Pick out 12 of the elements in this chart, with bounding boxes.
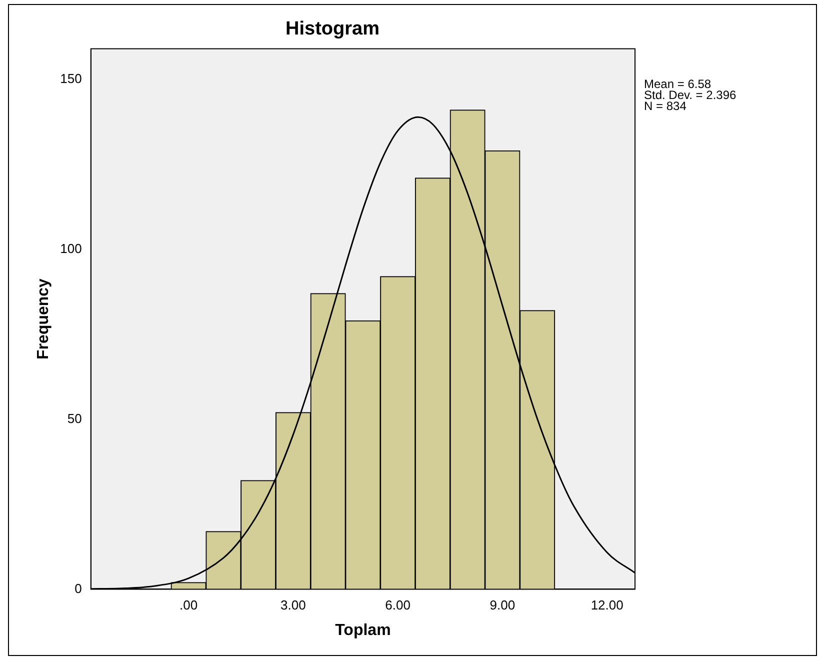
y-tick-label: 150 [60,70,82,86]
chart-title: Histogram [286,18,380,40]
y-tick-label: 100 [60,240,82,256]
y-tick-label: 50 [67,410,82,426]
x-tick-label: 12.00 [590,598,624,613]
x-tick-label: 6.00 [385,598,410,613]
x-axis-title: Toplam [335,622,391,639]
y-tick-label: 0 [74,580,82,596]
x-tick-label: 9.00 [490,598,516,613]
x-tick-label: 3.00 [280,598,306,613]
y-axis-title: Frequency [35,278,52,360]
x-tick-label: .00 [180,598,198,613]
